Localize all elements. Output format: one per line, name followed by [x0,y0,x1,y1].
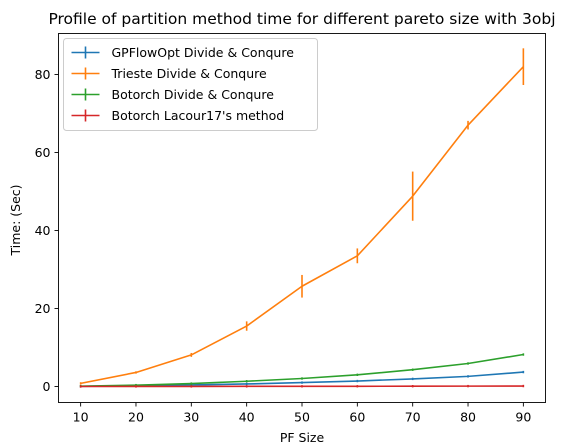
legend-entry-label: Botorch Lacour17's method [112,108,285,123]
legend-entry-label: GPFlowOpt Divide & Conqure [112,45,295,60]
x-tick-label: 60 [349,410,365,425]
y-tick-label: 40 [35,223,51,238]
y-tick-label: 20 [35,301,51,316]
x-axis: 10 20 30 40 50 60 70 80 90 [73,402,531,425]
x-tick-label: 90 [515,410,531,425]
x-tick-label: 50 [294,410,310,425]
legend-entry-label: Botorch Divide & Conqure [112,87,275,102]
x-tick-label: 40 [239,410,255,425]
x-tick-label: 10 [73,410,89,425]
x-tick-label: 80 [460,410,476,425]
x-tick-label: 30 [183,410,199,425]
y-axis: 0 20 40 60 80 [35,67,59,394]
x-axis-label: PF Size [280,430,325,445]
legend-entry-label: Trieste Divide & Conqure [111,66,267,81]
series-3 [79,384,525,388]
legend: GPFlowOpt Divide & Conqure Trieste Divide… [63,38,318,131]
y-tick-label: 0 [43,379,51,394]
y-tick-label: 80 [35,67,51,82]
series-line [80,353,524,387]
x-tick-label: 70 [405,410,421,425]
y-axis-label: Time: (Sec) [8,184,23,256]
series-1 [79,48,525,385]
y-tick-label: 60 [35,145,51,160]
chart-title: Profile of partition method time for dif… [48,10,555,28]
x-tick-label: 20 [128,410,144,425]
series-layer [79,48,525,388]
legend-frame [63,38,318,131]
